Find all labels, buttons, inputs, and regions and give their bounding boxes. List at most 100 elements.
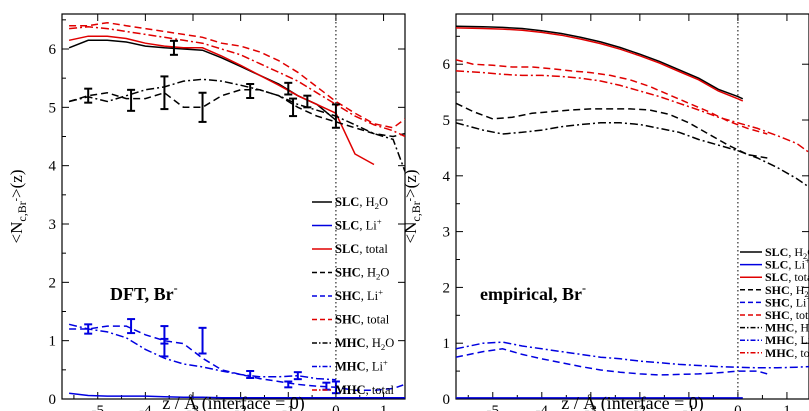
legend-label: SLC, Li+ bbox=[335, 217, 382, 233]
error-bar bbox=[331, 103, 340, 129]
series-line-blue-solid bbox=[69, 392, 405, 399]
series-line-blue-dashdot bbox=[68, 323, 336, 381]
x-tick-label: -3 bbox=[187, 403, 200, 411]
error-bar bbox=[127, 318, 136, 335]
legend-label: SHC, H2O bbox=[765, 283, 809, 299]
error-bar bbox=[284, 81, 293, 96]
y-axis-label: <Nc,Br->(z) bbox=[7, 169, 29, 243]
panel-annotation: empirical, Br- bbox=[480, 281, 586, 304]
y-tick-label: 1 bbox=[443, 336, 451, 352]
legend-entry: SLC, Li+ bbox=[312, 217, 382, 233]
legend-label: MHC, total bbox=[765, 346, 809, 360]
y-tick-label: 0 bbox=[443, 392, 451, 408]
legend-label: SLC, H2O bbox=[335, 195, 388, 211]
x-tick-label: 1 bbox=[380, 403, 388, 411]
legend-label: MHC, H2O bbox=[335, 336, 394, 352]
series-line-black-dashdot bbox=[68, 78, 405, 172]
series-line-blue-dash bbox=[69, 325, 405, 392]
y-tick-label: 3 bbox=[49, 217, 57, 233]
series-line-red-dashdot bbox=[69, 26, 405, 138]
y-tick-label: 5 bbox=[49, 100, 57, 116]
legend-label: SLC, H2O bbox=[765, 245, 809, 261]
legend-entry: SLC, H2O bbox=[740, 245, 809, 261]
x-tick-label: -4 bbox=[139, 403, 152, 411]
y-tick-label: 3 bbox=[443, 225, 451, 241]
plot-frame bbox=[455, 13, 809, 400]
series-line-black-dashdot bbox=[456, 122, 809, 188]
series-line-black-dash bbox=[456, 102, 768, 159]
series-line-blue-dashdot bbox=[456, 341, 809, 369]
legend-label: MHC, Li+ bbox=[765, 332, 809, 347]
legend-entry: SLC, total bbox=[740, 270, 809, 284]
series-line-red-dash bbox=[69, 21, 405, 129]
error-bar bbox=[84, 323, 93, 335]
y-tick-label: 4 bbox=[49, 159, 57, 175]
error-bar bbox=[331, 380, 340, 395]
legend-entry: SHC, total bbox=[740, 308, 809, 322]
error-bar bbox=[160, 75, 169, 111]
y-tick-label: 4 bbox=[443, 169, 451, 185]
x-axis-label: z / Å (interface = 0) bbox=[561, 393, 704, 411]
x-tick-label: 0 bbox=[332, 403, 340, 411]
legend-entry: MHC, total bbox=[312, 383, 395, 397]
legend-entry: SLC, H2O bbox=[312, 195, 388, 211]
y-tick-label: 6 bbox=[49, 42, 57, 58]
panel-dft: -5 -4 -3 -2 -1 0 1 0 1 2 3 4 5 6 SLC, H2O SLC, Li+ SLC, … bbox=[7, 13, 406, 411]
x-tick-label: -2 bbox=[634, 403, 647, 411]
series-line-red-dashdot bbox=[456, 70, 809, 154]
x-tick-label: -2 bbox=[234, 403, 247, 411]
series-group bbox=[456, 25, 809, 399]
legend-label: SHC, total bbox=[335, 313, 390, 327]
legend-entry: MHC, Li+ bbox=[740, 332, 809, 347]
legend-label: SHC, Li+ bbox=[765, 294, 809, 309]
error-bar bbox=[303, 94, 312, 109]
y-tick-label: 2 bbox=[443, 280, 451, 296]
x-tick-label: -1 bbox=[282, 403, 295, 411]
legend-label: SLC, total bbox=[765, 270, 809, 284]
y-tick-label: 0 bbox=[49, 392, 57, 408]
x-tick-label: 0 bbox=[734, 403, 742, 411]
error-bar bbox=[198, 91, 207, 123]
legend-label: SHC, Li+ bbox=[335, 287, 383, 303]
legend-entry: SLC, total bbox=[312, 242, 388, 256]
error-bar bbox=[293, 371, 302, 381]
legend-label: MHC, Li+ bbox=[335, 358, 388, 374]
y-tick-label: 6 bbox=[443, 57, 451, 73]
legend-entry: MHC, H2O bbox=[740, 321, 809, 337]
series-line-black-dash bbox=[68, 89, 405, 138]
series-group bbox=[68, 21, 405, 399]
y-tick-label: 2 bbox=[49, 275, 57, 291]
series-line-black-solid bbox=[456, 25, 744, 100]
x-tick-label: 1 bbox=[783, 403, 791, 411]
legend-entry: SHC, Li+ bbox=[312, 287, 383, 303]
legend-label: MHC, total bbox=[335, 383, 395, 397]
error-bar bbox=[84, 87, 93, 104]
legend-entry: SHC, total bbox=[312, 313, 390, 327]
error-bar bbox=[246, 83, 255, 99]
error-bar bbox=[284, 380, 293, 389]
legend-label: MHC, H2O bbox=[765, 321, 809, 337]
x-tick-label: -3 bbox=[585, 403, 598, 411]
legend-label: SHC, H2O bbox=[335, 266, 389, 282]
error-bar bbox=[169, 39, 178, 56]
error-bar bbox=[246, 370, 255, 379]
legend-label: SHC, total bbox=[765, 308, 809, 322]
error-bar bbox=[289, 97, 298, 118]
y-axis-label: <Nc,Br->(z) bbox=[401, 169, 423, 243]
panel-annotation: DFT, Br- bbox=[110, 281, 178, 304]
legend-entry: MHC, H2O bbox=[312, 336, 394, 352]
legend-label: SLC, total bbox=[335, 242, 388, 256]
series-line-red-solid bbox=[456, 27, 744, 102]
legend-entry: SHC, H2O bbox=[740, 283, 809, 299]
legend-entry: SHC, Li+ bbox=[740, 294, 809, 309]
legend-entry: SHC, H2O bbox=[312, 266, 389, 282]
legend-entry: MHC, total bbox=[740, 346, 809, 360]
error-bar bbox=[198, 326, 207, 355]
legend-entry: MHC, Li+ bbox=[312, 358, 388, 374]
y-tick-label: 5 bbox=[443, 113, 451, 129]
legend-entry: SLC, Li+ bbox=[740, 257, 809, 272]
series-line-red-dash bbox=[456, 59, 768, 135]
series-line-blue-dash bbox=[456, 348, 768, 376]
